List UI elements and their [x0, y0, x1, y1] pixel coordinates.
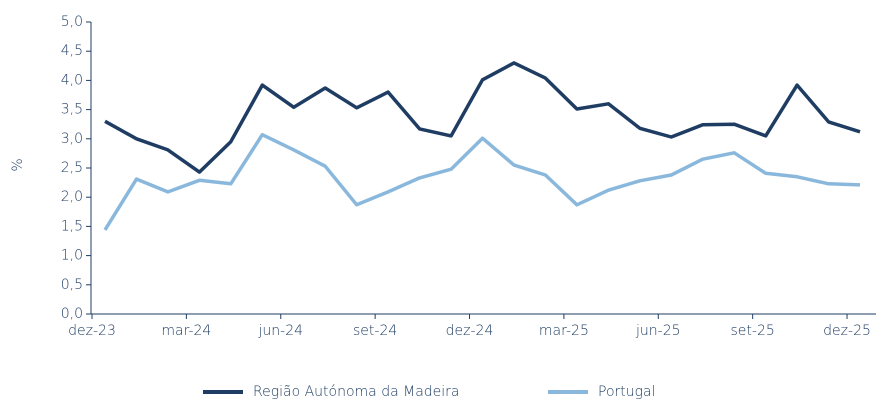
x-tick-label: jun-25 [635, 323, 681, 339]
legend-label: Portugal [598, 384, 656, 400]
series-line [104, 61, 861, 174]
y-tick-label: 0,0 [61, 306, 83, 322]
x-tick-label: mar-24 [161, 323, 211, 339]
x-tick-label: set-25 [731, 323, 775, 339]
x-tick-label: dez-24 [446, 323, 494, 339]
y-tick-label: 2,5 [61, 160, 83, 176]
x-tick-label: dez-25 [823, 323, 871, 339]
x-tick-label: set-24 [353, 323, 397, 339]
y-tick-label: 1,5 [61, 218, 83, 234]
series-line [103, 132, 861, 231]
x-tick-label: mar-25 [539, 323, 589, 339]
y-axis-label: % [10, 158, 26, 171]
x-tick-label: jun-24 [258, 323, 304, 339]
y-tick-label: 2,0 [61, 189, 83, 205]
y-tick-label: 3,0 [61, 131, 83, 147]
y-tick-label: 3,5 [61, 102, 83, 118]
y-tick-label: 4,0 [61, 72, 83, 88]
y-tick-label: 0,5 [61, 277, 83, 293]
y-tick-label: 1,0 [61, 248, 83, 264]
y-tick-label: 5,0 [61, 14, 83, 30]
legend-label: Região Autónoma da Madeira [253, 384, 460, 400]
y-tick-label: 4,5 [61, 43, 83, 59]
x-tick-label: dez-23 [68, 323, 116, 339]
